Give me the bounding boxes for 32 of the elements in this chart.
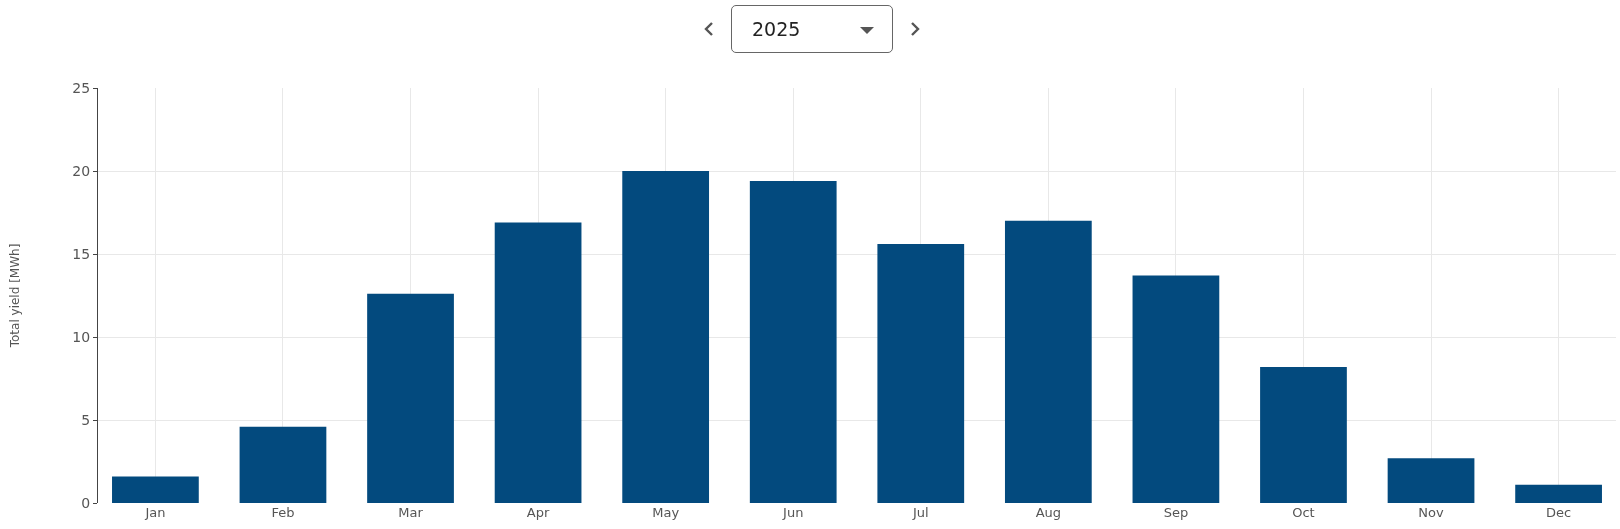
x-tick-label: Jun <box>782 505 804 520</box>
y-tick-label: 0 <box>81 494 91 511</box>
x-tick-label: Mar <box>398 505 424 520</box>
y-tick-label: 10 <box>72 328 91 345</box>
bar <box>877 244 965 503</box>
x-tick-label: Nov <box>1418 505 1445 520</box>
y-tick-label: 5 <box>81 411 91 428</box>
bar <box>1515 484 1602 503</box>
x-tick-label: Dec <box>1546 505 1572 520</box>
x-tick-label: Jul <box>911 505 929 520</box>
bar <box>1004 220 1092 503</box>
x-tick-label: Jan <box>144 505 166 520</box>
x-tick-label: May <box>652 505 680 520</box>
bar <box>1387 458 1475 503</box>
y-tick-label: 20 <box>72 162 91 179</box>
x-tick-label: Oct <box>1292 505 1315 520</box>
bar <box>494 222 582 503</box>
bar <box>367 293 454 503</box>
x-tick-label: Aug <box>1035 505 1062 520</box>
y-axis-title: Total yield [MWh] <box>7 243 22 349</box>
bar <box>749 180 837 503</box>
bar <box>1260 366 1347 503</box>
y-tick-label: 15 <box>72 245 91 262</box>
x-tick-label: Sep <box>1163 505 1189 520</box>
x-tick-label: Apr <box>526 505 550 520</box>
y-tick-label: 25 <box>72 79 91 96</box>
bar <box>622 171 710 503</box>
bar <box>239 426 327 503</box>
bar <box>112 476 199 503</box>
bar <box>1132 275 1220 503</box>
x-tick-label: Feb <box>271 505 295 520</box>
chart-title: 2025 <box>752 18 801 40</box>
